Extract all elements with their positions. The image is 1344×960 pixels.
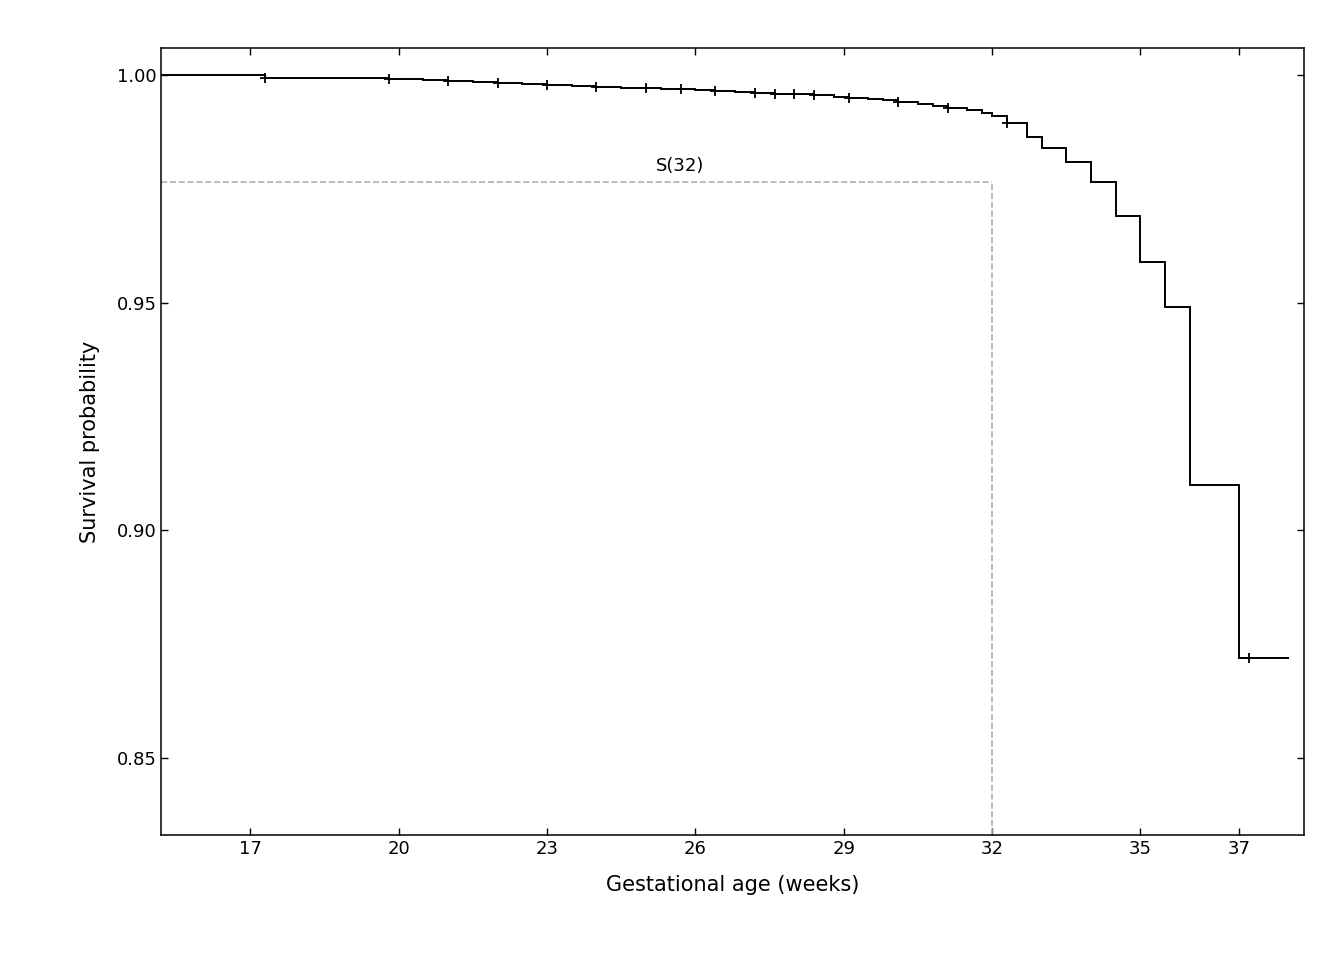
X-axis label: Gestational age (weeks): Gestational age (weeks) <box>606 875 859 895</box>
Y-axis label: Survival probability: Survival probability <box>79 341 99 542</box>
Text: S(32): S(32) <box>656 157 704 176</box>
